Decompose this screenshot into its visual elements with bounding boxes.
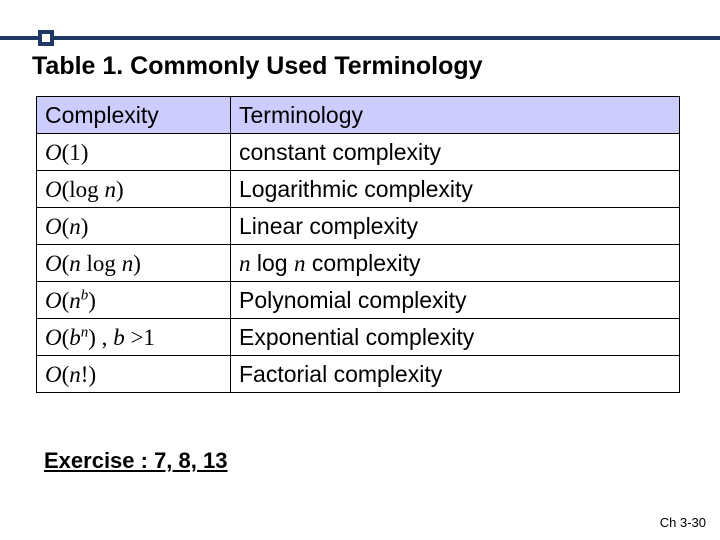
cell-terminology: Logarithmic complexity <box>231 171 680 208</box>
table-header-row: Complexity Terminology <box>37 97 680 134</box>
cell-complexity: O(n log n) <box>37 245 231 282</box>
page-title: Table 1. Commonly Used Terminology <box>32 52 483 81</box>
cell-terminology: Exponential complexity <box>231 319 680 356</box>
header-terminology: Terminology <box>231 97 680 134</box>
cell-terminology: Factorial complexity <box>231 356 680 393</box>
header-complexity: Complexity <box>37 97 231 134</box>
accent-bar <box>0 36 720 40</box>
cell-complexity: O(bn) , b >1 <box>37 319 231 356</box>
cell-terminology: constant complexity <box>231 134 680 171</box>
exercise-label: Exercise : 7, 8, 13 <box>44 448 227 474</box>
complexity-table: Complexity Terminology O(1) constant com… <box>36 96 680 393</box>
table-row: O(bn) , b >1 Exponential complexity <box>37 319 680 356</box>
table-row: O(1) constant complexity <box>37 134 680 171</box>
table-row: O(nb) Polynomial complexity <box>37 282 680 319</box>
cell-terminology: n log n complexity <box>231 245 680 282</box>
cell-complexity: O(log n) <box>37 171 231 208</box>
slide-footer: Ch 3-30 <box>660 515 706 530</box>
accent-square-hole <box>42 34 50 42</box>
cell-terminology: Polynomial complexity <box>231 282 680 319</box>
table-row: O(n log n) n log n complexity <box>37 245 680 282</box>
table-row: O(n) Linear complexity <box>37 208 680 245</box>
cell-complexity: O(1) <box>37 134 231 171</box>
cell-complexity: O(n!) <box>37 356 231 393</box>
table-row: O(n!) Factorial complexity <box>37 356 680 393</box>
table-row: O(log n) Logarithmic complexity <box>37 171 680 208</box>
cell-complexity: O(nb) <box>37 282 231 319</box>
cell-complexity: O(n) <box>37 208 231 245</box>
cell-terminology: Linear complexity <box>231 208 680 245</box>
